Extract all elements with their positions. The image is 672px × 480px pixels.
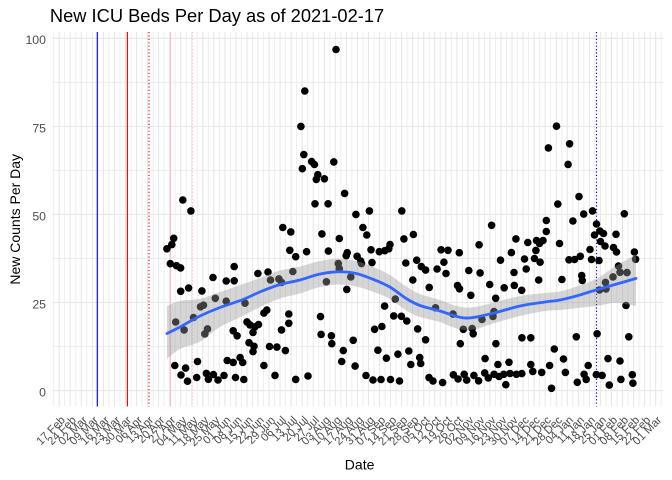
svg-text:50: 50 <box>32 209 46 223</box>
svg-text:Date: Date <box>345 457 375 473</box>
svg-text:75: 75 <box>32 121 46 135</box>
svg-text:New Counts Per Day: New Counts Per Day <box>7 154 23 285</box>
svg-text:100: 100 <box>25 33 46 47</box>
svg-text:0: 0 <box>39 386 46 400</box>
svg-text:New ICU Beds Per Day as of 202: New ICU Beds Per Day as of 2021-02-17 <box>50 5 384 26</box>
svg-text:25: 25 <box>32 297 46 311</box>
